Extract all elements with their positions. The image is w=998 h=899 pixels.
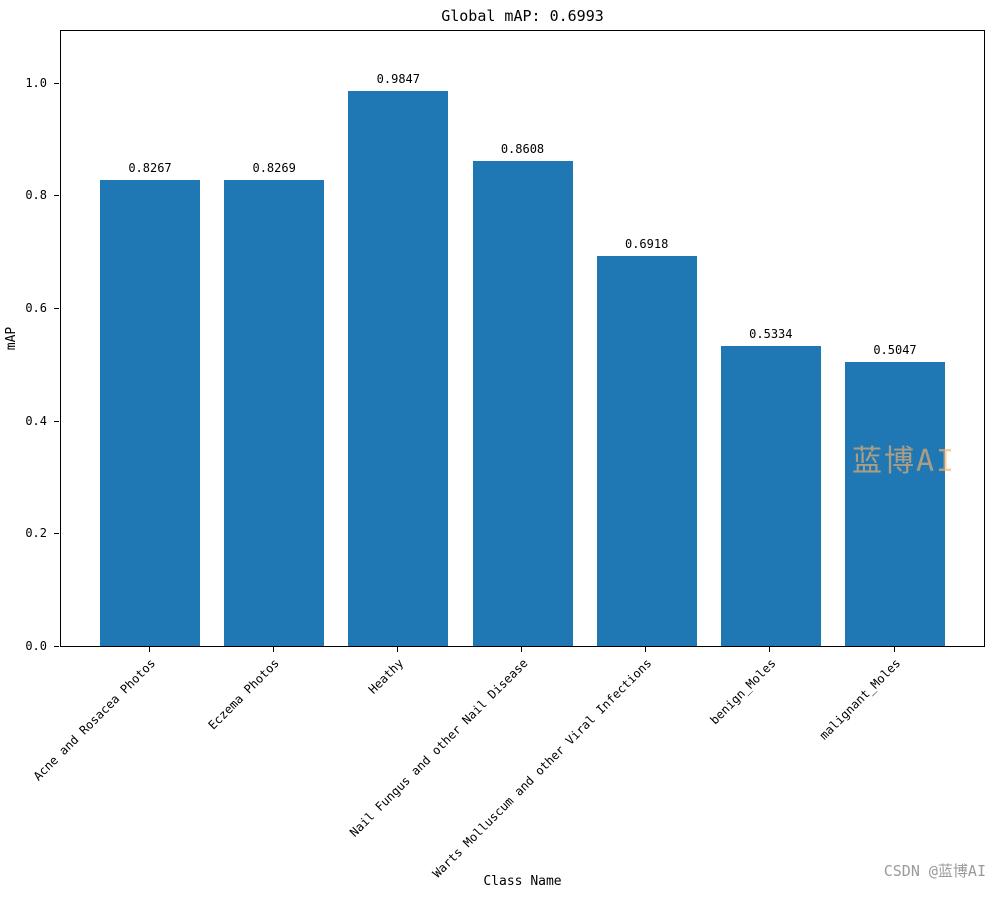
bar <box>472 161 573 646</box>
bar-value-label: 0.8608 <box>500 142 545 157</box>
bar <box>845 361 945 646</box>
y-tick-label: 0.0 <box>25 639 47 653</box>
bar-value-label: 0.5334 <box>749 326 793 341</box>
bar-value-label: 0.6918 <box>624 237 669 252</box>
y-tick-label: 0.6 <box>25 301 47 316</box>
x-tick-mark <box>272 647 274 652</box>
x-tick-label: benign_Moles <box>707 656 779 728</box>
y-tick-mark <box>54 533 59 535</box>
bar <box>720 345 821 646</box>
bar-value-label: 0.5047 <box>873 342 917 357</box>
x-tick-mark <box>521 647 522 652</box>
x-tick-mark <box>769 647 771 652</box>
bar-value-label: 0.9847 <box>376 72 420 87</box>
bar <box>100 180 200 646</box>
x-axis: Acne and Rosacea Photos Eczema Photos Heat… <box>30 647 985 881</box>
chart-title: Global mAP: 0.6993 <box>441 7 604 25</box>
y-tick-mark <box>54 420 59 422</box>
y-axis: 0.0 0.2 0.4 0.6 0.8 1.0 <box>0 30 60 653</box>
x-tick-label: Warts Molluscum and other Viral Infectio… <box>430 656 655 881</box>
y-tick-label: 0.2 <box>25 526 47 541</box>
x-tick-label: Heathy <box>365 656 407 697</box>
x-tick-label: Eczema Photos <box>205 656 283 733</box>
x-tick-label: Acne and Rosacea Photos <box>30 656 158 784</box>
watermark-text: 蓝博AI <box>852 444 957 479</box>
y-tick-mark <box>54 195 59 197</box>
plot-area: 0.8267 0.8269 0.9847 0.8608 0.6918 0.5334 0.50… <box>60 30 985 647</box>
y-tick-label: 0.8 <box>25 188 47 203</box>
x-tick-label: Nail Fungus and other Nail Disease <box>346 656 531 840</box>
bar <box>596 256 697 646</box>
y-tick-label: 0.4 <box>25 413 47 428</box>
bar <box>224 180 325 646</box>
x-tick-mark <box>893 647 895 652</box>
y-tick-mark <box>54 646 59 647</box>
bar-value-label: 0.8267 <box>128 161 172 176</box>
x-tick-mark <box>396 647 398 652</box>
x-tick-label: malignant_Moles <box>816 656 903 743</box>
y-tick-label: 1.0 <box>25 75 47 90</box>
y-tick-mark <box>54 308 59 310</box>
credit-text: CSDN @蓝博AI <box>883 862 986 880</box>
bar-value-label: 0.8269 <box>252 161 296 176</box>
bar <box>348 91 449 646</box>
x-tick-mark <box>148 647 150 652</box>
x-tick-mark <box>645 647 647 652</box>
y-tick-mark <box>54 82 59 84</box>
x-axis-title: Class Name <box>483 874 562 889</box>
